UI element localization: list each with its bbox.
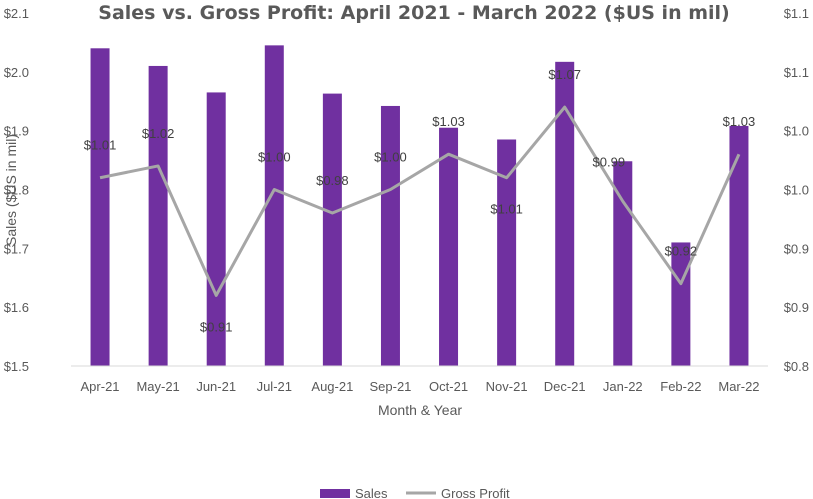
legend: Sales Gross Profit xyxy=(320,486,510,499)
gross-profit-line xyxy=(99,105,741,297)
sales-bar xyxy=(206,92,226,367)
y2-tick-label: $0.9 xyxy=(784,241,809,256)
y2-tick-label: $0.8 xyxy=(784,359,809,374)
y-axis-title: Sales ($US in mil) xyxy=(3,134,19,246)
x-tick-label: Feb-22 xyxy=(660,379,701,394)
gross-profit-data-label: $1.02 xyxy=(142,126,175,141)
y-tick-label: $1.5 xyxy=(4,359,29,374)
gross-profit-data-label: $0.92 xyxy=(665,244,698,259)
x-tick-label: Dec-21 xyxy=(544,379,586,394)
y-axis-ticks: $1.5 $1.6 $1.7 $1.8 $1.9 $2.0 $2.1 xyxy=(4,6,29,374)
gross-profit-data-label: $0.98 xyxy=(316,173,349,188)
sales-bar xyxy=(264,45,284,366)
gross-profit-data-label: $1.07 xyxy=(548,67,581,82)
y2-tick-label: $1.0 xyxy=(784,124,809,139)
sales-bar xyxy=(671,242,691,366)
legend-label-sales: Sales xyxy=(355,486,388,499)
x-tick-label: Oct-21 xyxy=(429,379,468,394)
x-axis-ticks: Apr-21 May-21 Jun-21 Jul-21 Aug-21 Sep-21 Oct-… xyxy=(81,379,760,394)
gross-profit-data-label: $0.91 xyxy=(200,319,233,334)
x-tick-label: Mar-22 xyxy=(718,379,759,394)
sales-bar xyxy=(613,161,633,366)
sales-bars xyxy=(90,45,749,367)
sales-bar xyxy=(497,139,517,366)
sales-bar xyxy=(555,61,575,366)
x-tick-label: Jul-21 xyxy=(257,379,292,394)
legend-swatch-sales xyxy=(320,489,350,498)
y-tick-label: $2.0 xyxy=(4,65,29,80)
gross-profit-data-label: $1.00 xyxy=(258,150,291,165)
x-tick-label: Apr-21 xyxy=(81,379,120,394)
sales-bar xyxy=(148,65,168,366)
y-tick-label: $1.7 xyxy=(4,241,29,256)
gross-profit-data-label: $1.01 xyxy=(490,202,523,217)
sales-bar xyxy=(729,125,749,367)
x-tick-label: Aug-21 xyxy=(311,379,353,394)
y-tick-label: $1.6 xyxy=(4,300,29,315)
y2-tick-label: $1.0 xyxy=(784,183,809,198)
y2-tick-label: $1.1 xyxy=(784,6,809,21)
gross-profit-line-group: $1.01 $1.02 $0.91 $1.00 $0.98 $1.00 $1.03 $1.01… xyxy=(84,67,755,334)
x-tick-label: Nov-21 xyxy=(486,379,528,394)
x-tick-label: Jun-21 xyxy=(196,379,236,394)
y-tick-label: $1.8 xyxy=(4,183,29,198)
sales-bar xyxy=(439,127,459,366)
gross-profit-data-label: $1.01 xyxy=(84,138,117,153)
sales-bar xyxy=(322,93,342,366)
y2-tick-label: $0.9 xyxy=(784,300,809,315)
x-axis-title: Month & Year xyxy=(378,402,462,418)
gross-profit-data-label: $1.00 xyxy=(374,150,407,165)
y2-axis-ticks: $0.8 $0.9 $0.9 $1.0 $1.0 $1.1 $1.1 xyxy=(784,6,809,374)
gross-profit-data-label: $1.03 xyxy=(723,114,756,129)
x-tick-label: May-21 xyxy=(136,379,179,394)
y2-tick-label: $1.1 xyxy=(784,65,809,80)
y-tick-label: $1.9 xyxy=(4,124,29,139)
x-tick-label: Sep-21 xyxy=(369,379,411,394)
gross-profit-data-label: $1.03 xyxy=(432,114,465,129)
x-tick-label: Jan-22 xyxy=(603,379,643,394)
y-tick-label: $2.1 xyxy=(4,6,29,21)
chart-title: Sales vs. Gross Profit: April 2021 - Mar… xyxy=(98,2,729,24)
sales-bar xyxy=(380,105,400,366)
gross-profit-data-label: $0.99 xyxy=(593,154,626,169)
sales-bar xyxy=(90,48,110,367)
legend-label-gross-profit: Gross Profit xyxy=(441,486,510,499)
